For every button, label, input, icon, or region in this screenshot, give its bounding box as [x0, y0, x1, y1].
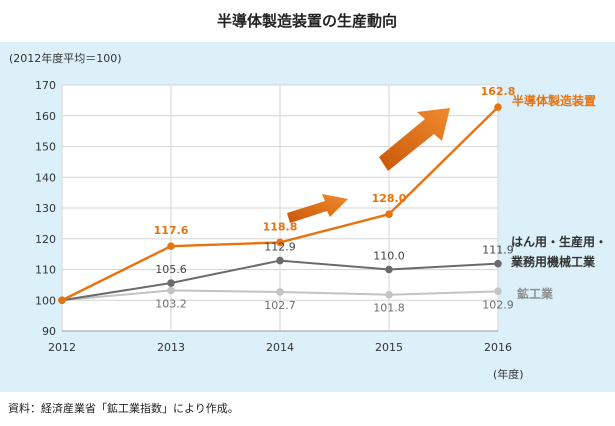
y-axis-ticks: 90 100 110 120 130 140 150 160 170 — [35, 79, 56, 338]
data-label: 105.6 — [155, 263, 187, 276]
data-label: 111.9 — [482, 244, 514, 257]
series-label-semiconductor: 半導体製造装置 — [512, 93, 596, 108]
data-point — [385, 210, 393, 218]
data-label: 102.9 — [482, 298, 514, 311]
data-label: 162.8 — [481, 85, 516, 98]
data-label: 101.8 — [373, 302, 405, 315]
x-tick-label: 2012 — [48, 341, 76, 354]
x-tick-label: 2015 — [375, 341, 403, 354]
upward-arrow-icon — [287, 194, 348, 223]
data-point — [276, 256, 284, 265]
data-label: 128.0 — [372, 192, 407, 205]
data-point — [276, 288, 284, 296]
data-point — [494, 103, 502, 111]
data-point — [167, 242, 175, 250]
chart-title: 半導体製造装置の生産動向 — [217, 12, 397, 30]
y-tick-label: 170 — [35, 79, 56, 92]
x-tick-label: 2016 — [484, 341, 512, 354]
series-label-mining-manufacturing: 鉱工業 — [517, 286, 554, 301]
y-tick-label: 120 — [35, 233, 56, 246]
data-point — [494, 259, 502, 268]
y-tick-label: 100 — [35, 294, 56, 307]
y-tick-label: 140 — [35, 171, 56, 184]
y-tick-label: 90 — [42, 325, 56, 338]
data-point — [276, 238, 284, 247]
data-point — [385, 290, 393, 299]
data-label: 103.2 — [155, 297, 187, 310]
data-labels: 117.6 118.8 128.0 162.8 105.6 112.9 110.0 111.9… — [154, 85, 516, 315]
y-unit-note: (2012年度平均＝100) — [9, 51, 122, 65]
data-point — [58, 296, 66, 305]
series-points — [58, 103, 502, 305]
source-note: 資料：経済産業省「鉱工業指数」により作成。 — [8, 401, 239, 415]
x-axis-ticks: 2012 2013 2014 2015 2016 — [48, 341, 512, 354]
data-point — [167, 279, 175, 287]
series-label-machinery-line2: 業務用機械工業 — [510, 254, 596, 269]
x-tick-label: 2014 — [266, 341, 294, 354]
x-tick-label: 2013 — [157, 341, 185, 354]
series-label-machinery-line1: はん用・生産用・ — [511, 234, 607, 249]
y-tick-label: 110 — [35, 264, 56, 277]
y-tick-label: 150 — [35, 141, 56, 154]
x-unit-label: (年度) — [493, 367, 524, 381]
data-point — [167, 286, 175, 295]
y-tick-label: 130 — [35, 202, 56, 215]
data-label: 110.0 — [373, 250, 405, 263]
data-point — [385, 265, 393, 274]
data-label: 102.7 — [264, 299, 296, 312]
y-tick-label: 160 — [35, 110, 56, 123]
data-label: 118.8 — [263, 220, 298, 233]
data-label: 112.9 — [264, 241, 296, 254]
data-label: 117.6 — [154, 224, 189, 237]
data-point — [494, 287, 502, 296]
upward-arrow-icon — [379, 108, 450, 171]
